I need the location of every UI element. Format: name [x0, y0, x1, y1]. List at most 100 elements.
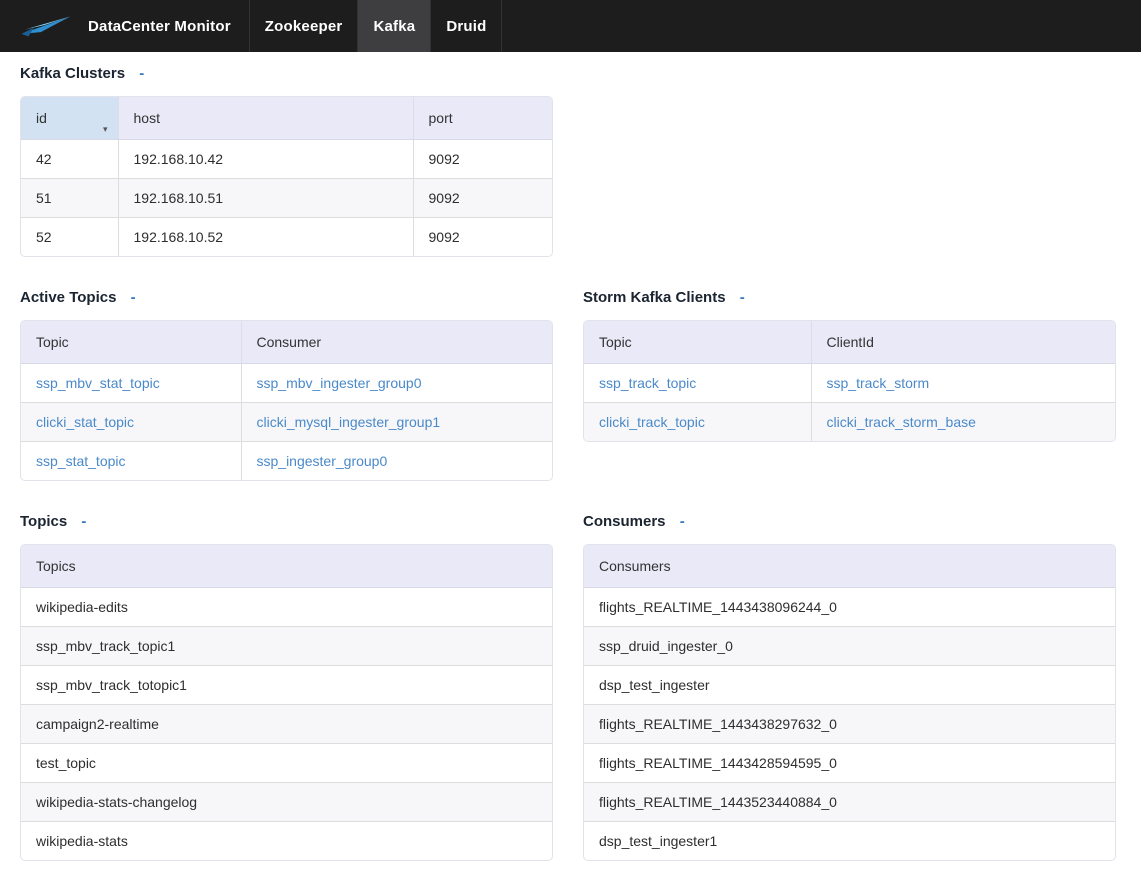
- table-row: 51 192.168.10.51 9092: [21, 178, 552, 218]
- section-title-active-topics: Active Topics -: [20, 289, 136, 306]
- column-header-id[interactable]: id ▾: [21, 97, 118, 140]
- table-row: 42 192.168.10.42 9092: [21, 139, 552, 179]
- column-header-consumers[interactable]: Consumers: [584, 545, 1115, 588]
- table-cell: clicki_track_storm_base: [810, 402, 1115, 441]
- header-row: id ▾ host port: [21, 97, 552, 140]
- table-row: ssp_stat_topic ssp_ingester_group0: [21, 441, 552, 480]
- table-cell: 51: [21, 178, 118, 218]
- table-cell: test_topic: [21, 743, 552, 783]
- tab-zookeeper[interactable]: Zookeeper: [248, 0, 358, 52]
- storm-kafka-clients-table-wrap: Topic ClientId ssp_track_topic ssp_track_s…: [583, 320, 1116, 442]
- table-cell: 42: [21, 139, 118, 179]
- table-row: flights_REALTIME_1443438096244_0: [584, 587, 1115, 627]
- kafka-clusters-table: id ▾ host port 42 192.168.10.42 9092 51 192.168…: [21, 97, 552, 256]
- header-row: Topic ClientId: [584, 321, 1115, 364]
- table-row: ssp_mbv_track_topic1: [21, 626, 552, 666]
- column-header-host[interactable]: host: [117, 97, 413, 140]
- column-header-topic[interactable]: Topic: [21, 321, 241, 364]
- section-title-storm-kafka-clients: Storm Kafka Clients -: [583, 289, 745, 306]
- table-cell: clicki_track_topic: [584, 402, 811, 441]
- table-cell: 9092: [412, 139, 552, 179]
- cell-link[interactable]: ssp_mbv_ingester_group0: [256, 375, 422, 391]
- table-cell: flights_REALTIME_1443428594595_0: [584, 743, 1115, 783]
- bird-logo-icon: [18, 11, 74, 41]
- header-row: Topics: [21, 545, 552, 588]
- tab-druid[interactable]: Druid: [430, 0, 503, 52]
- table-row: 52 192.168.10.52 9092: [21, 217, 552, 256]
- table-cell: ssp_mbv_ingester_group0: [240, 363, 552, 403]
- table-row: wikipedia-edits: [21, 587, 552, 627]
- table-row: flights_REALTIME_1443523440884_0: [584, 782, 1115, 822]
- column-header-clientid[interactable]: ClientId: [810, 321, 1115, 364]
- cell-link[interactable]: clicki_track_storm_base: [826, 414, 976, 430]
- table-row: ssp_mbv_stat_topic ssp_mbv_ingester_group…: [21, 363, 552, 403]
- table-cell: dsp_test_ingester: [584, 665, 1115, 705]
- navbar: DataCenter Monitor Zookeeper Kafka Druid: [0, 0, 1141, 52]
- table-cell: 9092: [412, 178, 552, 218]
- active-topics-table: Topic Consumer ssp_mbv_stat_topic ssp_mbv_…: [21, 321, 552, 480]
- cell-link[interactable]: clicki_track_topic: [599, 414, 705, 430]
- tab-kafka[interactable]: Kafka: [357, 0, 431, 52]
- section-title-topics: Topics -: [20, 513, 87, 530]
- table-cell: 52: [21, 217, 118, 256]
- table-cell: 192.168.10.42: [117, 139, 413, 179]
- column-header-topic[interactable]: Topic: [584, 321, 811, 364]
- table-cell: ssp_stat_topic: [21, 441, 241, 480]
- table-cell: clicki_mysql_ingester_group1: [240, 402, 552, 442]
- cell-link[interactable]: clicki_stat_topic: [36, 414, 135, 430]
- collapse-toggle-icon[interactable]: -: [139, 65, 145, 82]
- table-row: clicki_stat_topic clicki_mysql_ingester_g…: [21, 402, 552, 442]
- table-row: ssp_mbv_track_totopic1: [21, 665, 552, 705]
- table-cell: ssp_mbv_track_totopic1: [21, 665, 552, 705]
- storm-kafka-clients-table: Topic ClientId ssp_track_topic ssp_track_s…: [584, 321, 1115, 441]
- section-kafka-clusters: Kafka Clusters - id ▾ host port 42 192.168.1…: [20, 65, 553, 257]
- column-header-consumer[interactable]: Consumer: [240, 321, 552, 364]
- header-row: Consumers: [584, 545, 1115, 588]
- table-cell: wikipedia-edits: [21, 587, 552, 627]
- table-row: clicki_track_topic clicki_track_storm_bas…: [584, 402, 1115, 441]
- section-topics: Topics - Topics wikipedia-edits ssp_mbv_t…: [20, 513, 553, 861]
- cell-link[interactable]: clicki_mysql_ingester_group1: [256, 414, 441, 430]
- table-cell: ssp_track_storm: [810, 363, 1115, 403]
- table-cell: 192.168.10.51: [117, 178, 413, 218]
- cell-link[interactable]: ssp_stat_topic: [36, 453, 126, 469]
- table-cell: ssp_druid_ingester_0: [584, 626, 1115, 666]
- column-header-topics[interactable]: Topics: [21, 545, 552, 588]
- table-cell: flights_REALTIME_1443438297632_0: [584, 704, 1115, 744]
- table-cell: 9092: [412, 217, 552, 256]
- table-cell: ssp_mbv_stat_topic: [21, 363, 241, 403]
- collapse-toggle-icon[interactable]: -: [739, 289, 745, 306]
- sort-caret-icon: ▾: [102, 124, 108, 134]
- cell-link[interactable]: ssp_track_storm: [826, 375, 930, 391]
- section-active-topics: Active Topics - Topic Consumer ssp_mbv_st…: [20, 289, 553, 481]
- table-cell: ssp_track_topic: [584, 363, 811, 403]
- table-row: campaign2-realtime: [21, 704, 552, 744]
- brand-title: DataCenter Monitor: [88, 17, 231, 35]
- collapse-toggle-icon[interactable]: -: [130, 289, 136, 306]
- cell-link[interactable]: ssp_mbv_stat_topic: [36, 375, 160, 391]
- header-row: Topic Consumer: [21, 321, 552, 364]
- table-cell: flights_REALTIME_1443523440884_0: [584, 782, 1115, 822]
- consumers-table: Consumers flights_REALTIME_1443438096244…: [584, 545, 1115, 860]
- table-row: dsp_test_ingester: [584, 665, 1115, 705]
- topics-table-wrap: Topics wikipedia-edits ssp_mbv_track_topi…: [20, 544, 553, 861]
- table-row: ssp_druid_ingester_0: [584, 626, 1115, 666]
- table-row: test_topic: [21, 743, 552, 783]
- navbar-brand[interactable]: DataCenter Monitor: [0, 0, 249, 52]
- column-header-port[interactable]: port: [412, 97, 552, 140]
- table-cell: campaign2-realtime: [21, 704, 552, 744]
- collapse-toggle-icon[interactable]: -: [679, 513, 685, 530]
- active-topics-table-wrap: Topic Consumer ssp_mbv_stat_topic ssp_mbv_…: [20, 320, 553, 481]
- cell-link[interactable]: ssp_ingester_group0: [256, 453, 388, 469]
- section-consumers: Consumers - Consumers flights_REALTIME_1…: [583, 513, 1116, 861]
- table-cell: ssp_mbv_track_topic1: [21, 626, 552, 666]
- table-cell: ssp_ingester_group0: [240, 441, 552, 480]
- table-cell: flights_REALTIME_1443438096244_0: [584, 587, 1115, 627]
- cell-link[interactable]: ssp_track_topic: [599, 375, 697, 391]
- table-row: wikipedia-stats-changelog: [21, 782, 552, 822]
- kafka-clusters-table-wrap: id ▾ host port 42 192.168.10.42 9092 51 192.168…: [20, 96, 553, 257]
- main-content: Kafka Clusters - id ▾ host port 42 192.168.1…: [0, 52, 1141, 861]
- topics-table: Topics wikipedia-edits ssp_mbv_track_topi…: [21, 545, 552, 860]
- collapse-toggle-icon[interactable]: -: [81, 513, 87, 530]
- table-cell: 192.168.10.52: [117, 217, 413, 256]
